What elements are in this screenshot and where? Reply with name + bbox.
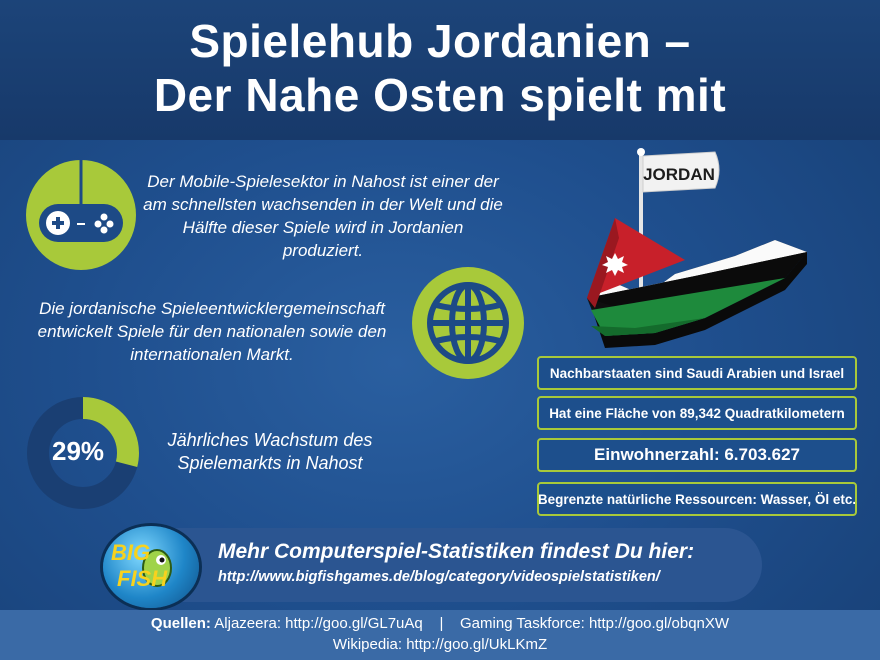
block1-text: Der Mobile-Spielesektor in Nahost ist ei… — [143, 172, 503, 260]
bigfish-logo[interactable]: BIG FISH — [103, 526, 199, 608]
sources-separator: | — [439, 615, 444, 632]
source-gaming-taskforce[interactable]: Gaming Taskforce: http://goo.gl/obqnXW — [460, 615, 730, 632]
growth-text: Jährliches Wachstum des Spielemarkts in … — [167, 430, 373, 473]
sources-footer: Quellen: Aljazeera: http://goo.gl/GL7uAq… — [0, 610, 880, 660]
header-band — [0, 0, 880, 140]
fact-box-population: Einwohnerzahl: 6.703.627 — [537, 438, 857, 472]
sources-label: Quellen: — [150, 615, 211, 632]
title-line-2: Der Nahe Osten spielt mit — [153, 69, 727, 121]
flag-cloth — [642, 151, 720, 193]
flag-label: JORDAN — [643, 165, 715, 184]
promo-link[interactable]: http://www.bigfishgames.de/blog/category… — [218, 569, 660, 585]
gamepad-circle — [26, 160, 136, 270]
source-wikipedia[interactable]: Wikipedia: http://goo.gl/UkLKmZ — [332, 636, 548, 653]
block2-text: Die jordanische Spieleentwicklergemeinsc… — [37, 299, 387, 364]
growth-donut — [27, 397, 139, 509]
fact-box-area: Hat eine Fläche von 89,342 Quadratkilome… — [537, 396, 857, 430]
sources-line-2: Wikipedia: http://goo.gl/UkLKmZ — [0, 634, 880, 655]
promo-banner — [112, 528, 762, 602]
globe-circle — [412, 267, 524, 379]
globe-icon — [427, 282, 509, 364]
promo-heading: Mehr Computerspiel-Statistiken findest D… — [218, 540, 695, 563]
sources-line-1: Quellen: Aljazeera: http://goo.gl/GL7uAq… — [0, 613, 880, 634]
title-line-1: Spielehub Jordanien – — [189, 15, 691, 67]
growth-value: 29% — [52, 436, 105, 466]
logo-text-fish: FISH — [117, 566, 168, 591]
jordan-flag-map: JORDAN — [587, 148, 807, 348]
fact-box-resources: Begrenzte natürliche Ressourcen: Wasser,… — [537, 482, 857, 516]
source-aljazeera[interactable]: Aljazeera: http://goo.gl/GL7uAq — [214, 615, 423, 632]
growth-donut-arc — [27, 397, 139, 509]
page-title: Spielehub Jordanien – Der Nahe Osten spi… — [0, 14, 880, 122]
fact-box-neighbors: Nachbarstaaten sind Saudi Arabien und Is… — [537, 356, 857, 390]
fish-icon — [142, 549, 172, 587]
gamepad-icon — [39, 160, 123, 242]
logo-text-big: BIG — [111, 540, 151, 565]
